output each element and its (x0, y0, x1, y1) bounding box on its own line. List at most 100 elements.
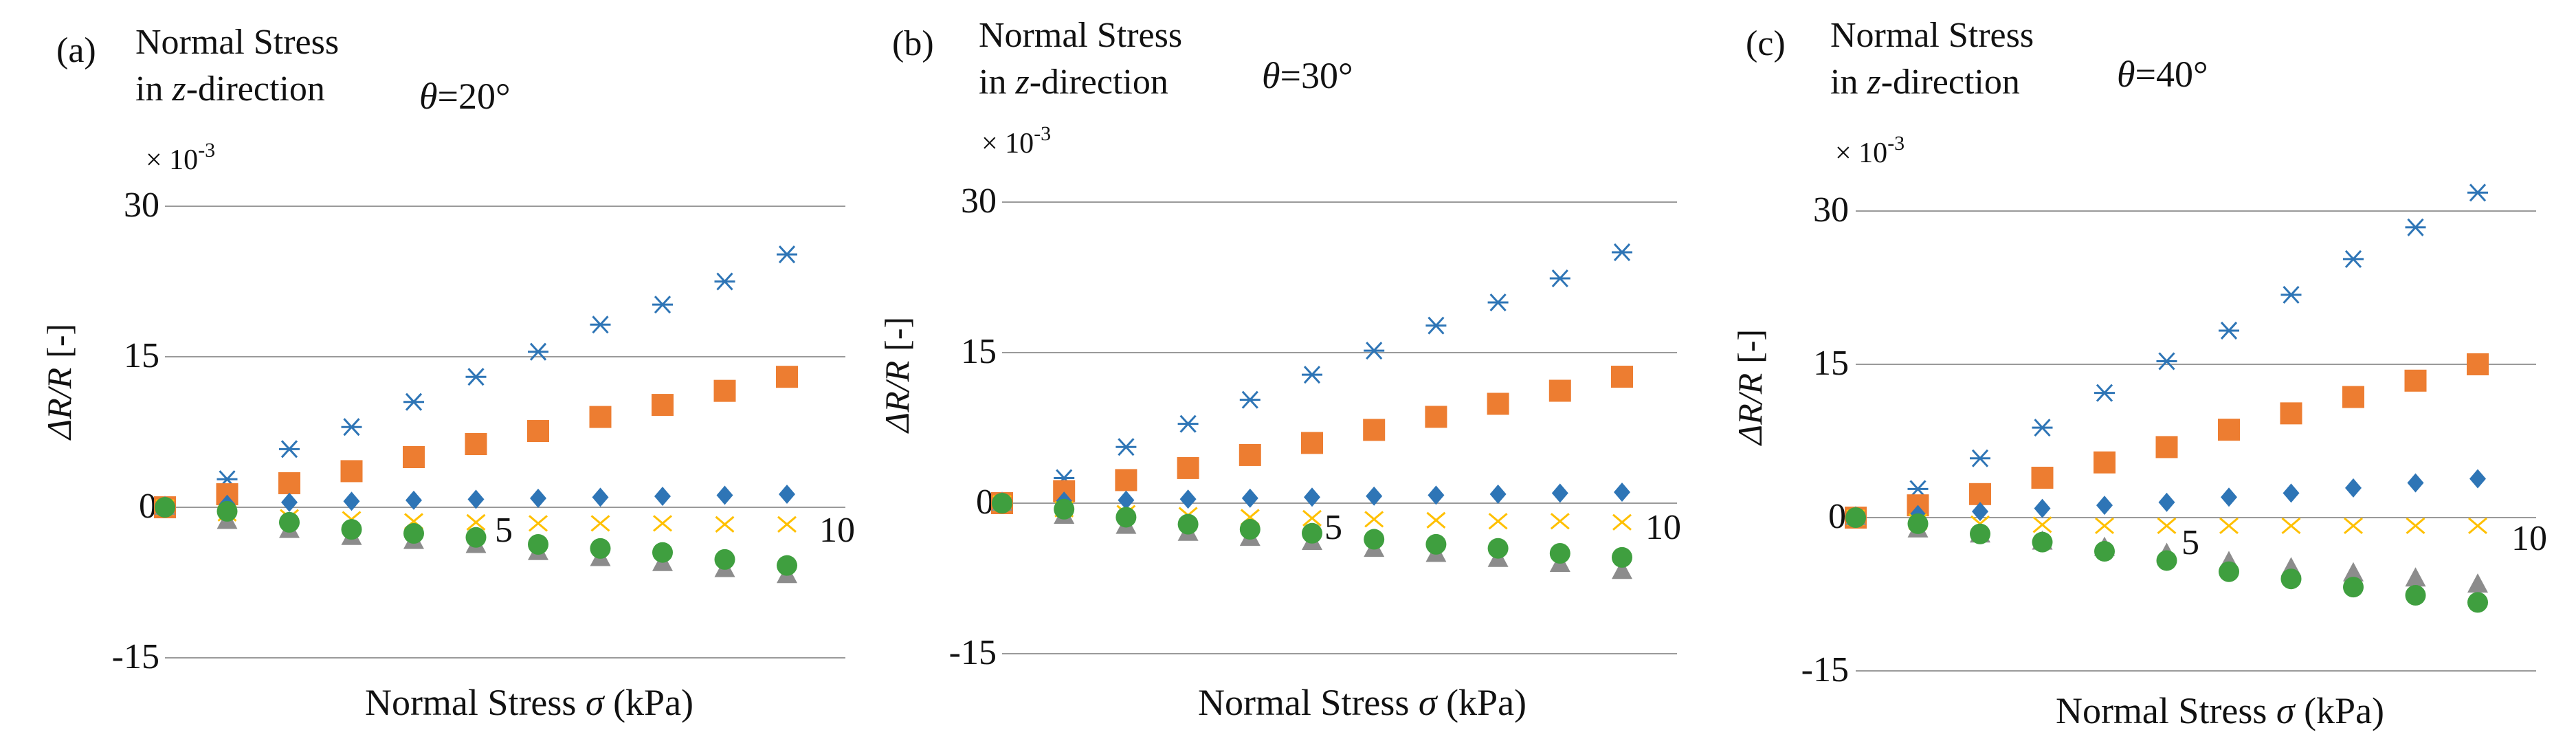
data-point-blue-diamond-10 (1614, 482, 1630, 502)
chart-c: (c) Normal Stress in z-direction θ=40° ×… (1731, 16, 2547, 731)
data-point-orange-square-10 (776, 366, 798, 388)
x-axis-label: Normal Stress σ (kPa) (1198, 682, 1526, 723)
y-tick-30: 30 (1813, 190, 1849, 230)
data-point-green-circle-7 (1425, 533, 1447, 555)
y-tick-neg15: -15 (112, 637, 159, 676)
y-axis-label: ΔR/R [-] (1731, 329, 1769, 446)
y-tick-30: 30 (124, 186, 159, 225)
data-point-green-circle-7 (590, 538, 611, 559)
x-axis-unit: (kPa) (2295, 690, 2384, 731)
title-direction: -direction (1881, 63, 2020, 102)
data-point-blue-asterisk-3 (341, 418, 362, 436)
data-point-orange-square-4 (1239, 443, 1261, 466)
data-point-yellow-x-5 (2157, 517, 2177, 535)
data-point-yellow-x-7 (1426, 511, 1446, 529)
data-point-orange-square-8 (1487, 392, 1509, 415)
y-multiplier-exp: -3 (198, 139, 215, 162)
chart-title-line2: in z-direction (135, 69, 325, 109)
y-axis-label: ΔR/R [-] (40, 324, 78, 441)
data-point-blue-asterisk-5 (2156, 352, 2177, 370)
data-point-green-circle-0 (992, 493, 1012, 513)
data-point-yellow-x-7 (2281, 517, 2301, 535)
data-point-blue-diamond-3 (343, 491, 360, 511)
y-multiplier: × 10-3 (1835, 132, 1905, 169)
data-point-yellow-x-9 (1550, 513, 1570, 530)
y-multiplier: × 10-3 (981, 122, 1051, 159)
data-point-blue-asterisk-7 (1425, 316, 1447, 335)
data-point-orange-square-4 (2094, 451, 2116, 474)
data-point-orange-square-7 (2280, 402, 2302, 425)
panel-label: (a) (56, 31, 96, 70)
data-point-orange-square-2 (1115, 469, 1137, 491)
chart-a: (a) Normal Stress in z-direction θ=20° ×… (40, 23, 855, 723)
data-point-orange-square-9 (2404, 369, 2427, 392)
data-point-blue-diamond-8 (654, 486, 671, 506)
data-point-blue-diamond-8 (2345, 478, 2362, 498)
data-point-blue-asterisk-6 (2219, 321, 2239, 340)
data-point-orange-square-5 (465, 433, 487, 456)
panel-label: (b) (892, 24, 934, 63)
data-point-blue-diamond-5 (467, 489, 485, 509)
y-ticks: 30 15 0 -15 (112, 186, 159, 676)
chart-title-line1: Normal Stress (979, 16, 1182, 55)
data-point-green-circle-8 (652, 542, 673, 563)
data-point-yellow-x-4 (2095, 517, 2114, 535)
data-point-blue-asterisk-10 (1612, 243, 1632, 262)
y-tick-30: 30 (961, 181, 997, 221)
x-tick-5: 5 (2181, 523, 2199, 562)
data-point-yellow-x-10 (777, 516, 797, 533)
y-axis-symbol: ΔR/R (1731, 373, 1769, 446)
data-markers (991, 243, 1633, 579)
data-point-blue-diamond-2 (1972, 502, 1988, 522)
data-point-green-circle-9 (1549, 543, 1570, 564)
data-point-blue-asterisk-9 (2405, 218, 2426, 236)
data-point-green-circle-9 (2405, 584, 2426, 606)
data-point-yellow-x-8 (1488, 513, 1508, 530)
data-point-orange-square-6 (2218, 419, 2240, 441)
data-point-blue-asterisk-10 (777, 245, 797, 264)
data-point-green-circle-3 (1177, 513, 1199, 535)
x-axis-symbol: σ (586, 682, 606, 723)
data-point-orange-square-8 (652, 394, 674, 417)
chart-b: (b) Normal Stress in z-direction θ=30° ×… (878, 16, 1681, 723)
data-point-blue-diamond-2 (1118, 490, 1135, 510)
data-point-blue-diamond-4 (1241, 488, 1258, 508)
data-point-green-circle-2 (1115, 507, 1137, 528)
data-point-blue-asterisk-5 (1302, 366, 1322, 384)
data-point-blue-asterisk-8 (1487, 293, 1509, 312)
title-in: in (135, 69, 172, 109)
chart-title-line1: Normal Stress (135, 23, 339, 62)
y-tick-neg15: -15 (1801, 650, 1849, 689)
title-direction: -direction (1030, 63, 1168, 102)
data-markers (154, 245, 798, 584)
x-tick-10: 10 (2511, 519, 2547, 558)
data-point-gray-triangle-10 (2467, 573, 2488, 593)
data-point-gray-triangle-9 (2405, 567, 2426, 587)
y-multiplier-base: × 10 (146, 144, 198, 176)
data-point-blue-diamond-4 (2096, 496, 2113, 516)
data-point-blue-diamond-6 (1366, 486, 1383, 506)
x-axis-label: Normal Stress σ (kPa) (2056, 690, 2384, 731)
y-ticks: 30 15 0 -15 (949, 181, 997, 672)
data-point-yellow-x-9 (715, 516, 735, 533)
data-point-green-circle-8 (1487, 538, 1509, 559)
angle-label: θ=20° (419, 76, 511, 117)
data-point-green-circle-4 (403, 522, 424, 544)
data-point-green-circle-4 (1239, 518, 1261, 540)
data-point-orange-square-3 (2031, 467, 2054, 489)
data-point-orange-square-6 (1363, 419, 1386, 441)
gridlines (1856, 210, 2536, 672)
data-point-blue-asterisk-8 (2343, 250, 2364, 268)
data-point-blue-diamond-5 (1304, 487, 1320, 507)
data-point-green-circle-3 (2032, 531, 2053, 553)
title-z: z (1014, 63, 1029, 102)
data-point-blue-asterisk-10 (2467, 184, 2488, 202)
data-point-blue-diamond-6 (2221, 487, 2237, 507)
data-point-blue-asterisk-5 (465, 368, 487, 386)
angle-value: =20° (438, 76, 511, 117)
data-point-green-circle-0 (1845, 507, 1866, 528)
theta-symbol: θ (1262, 55, 1280, 96)
chart-title-line1: Normal Stress (1830, 16, 2034, 55)
data-point-yellow-x-6 (1364, 511, 1384, 528)
data-point-gray-triangle-10 (1612, 560, 1632, 579)
